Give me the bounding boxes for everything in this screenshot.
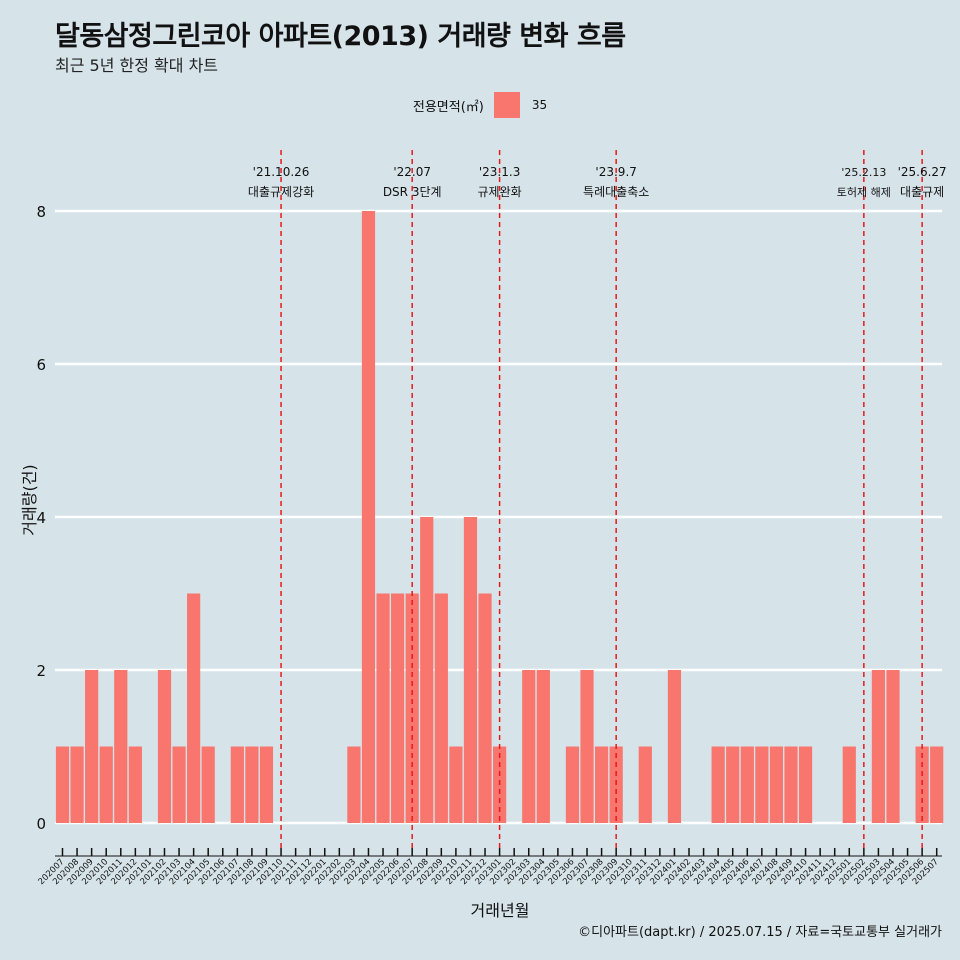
bar (478, 593, 492, 823)
bar (128, 746, 142, 823)
legend-title: 전용면적(㎡) (412, 99, 484, 115)
bar (187, 593, 201, 823)
bar (157, 670, 172, 823)
bar (85, 670, 99, 823)
event-date-label: '25.6.27 (898, 165, 947, 179)
bar (391, 593, 405, 823)
bar (420, 517, 434, 823)
bar (70, 746, 84, 823)
bar (580, 670, 594, 823)
bar (711, 746, 725, 823)
bar (245, 746, 259, 823)
event-date-label: '23.1.3 (479, 165, 520, 179)
bar (565, 746, 580, 823)
event-name-label: 대출규제 (900, 185, 944, 199)
event-name-label: DSR 3단계 (383, 185, 442, 199)
bar (463, 517, 478, 823)
bar (522, 670, 536, 823)
bar (594, 746, 609, 823)
event-name-label: 특례대출축소 (583, 185, 649, 199)
bar (798, 746, 813, 823)
event-date-label: '22.07 (393, 165, 431, 179)
bar (99, 746, 113, 823)
bar (871, 670, 886, 823)
bar (886, 670, 900, 823)
event-name-label: 토허제 해제 (837, 185, 891, 199)
event-date-label: '23.9.7 (595, 165, 636, 179)
event-name-label: 규제완화 (478, 185, 522, 199)
x-axis-label: 거래년월 (470, 901, 530, 920)
bar (434, 593, 448, 823)
bar (201, 746, 215, 823)
bar (536, 670, 550, 823)
bar (638, 746, 652, 823)
event-date-label: '25.2.13 (841, 166, 886, 179)
chart-title: 달동삼정그린코아 아파트(2013) 거래량 변화 흐름 (55, 21, 626, 52)
bar (114, 670, 128, 823)
bar (449, 746, 463, 823)
event-date-label: '21.10.26 (253, 165, 310, 179)
bar (55, 746, 70, 823)
event-name-label: 대출규제강화 (248, 185, 314, 199)
y-tick-label: 6 (36, 356, 46, 374)
source-caption: ©디아파트(dapt.kr) / 2025.07.15 / 자료=국토교통부 실… (578, 925, 942, 940)
y-tick-label: 0 (36, 815, 46, 833)
legend-item-label: 35 (531, 98, 548, 112)
y-axis-label: 거래량(건) (20, 464, 39, 536)
chart-subtitle: 최근 5년 한정 확대 차트 (55, 56, 219, 75)
bar (361, 211, 376, 823)
y-tick-label: 8 (36, 203, 46, 221)
bar (172, 746, 186, 823)
bar (755, 746, 769, 823)
bar (376, 593, 390, 823)
bar (930, 746, 944, 823)
bar (842, 746, 856, 823)
legend-swatch (493, 92, 520, 118)
bar (259, 746, 274, 823)
legend: 전용면적(㎡) 35 (0, 92, 960, 118)
bar (667, 670, 682, 823)
bar (230, 746, 244, 823)
y-tick-label: 2 (36, 662, 46, 680)
bar (347, 746, 361, 823)
bar (784, 746, 798, 823)
bar (740, 746, 754, 823)
y-tick-label: 4 (36, 509, 46, 527)
bar (769, 746, 784, 823)
bar (726, 746, 740, 823)
